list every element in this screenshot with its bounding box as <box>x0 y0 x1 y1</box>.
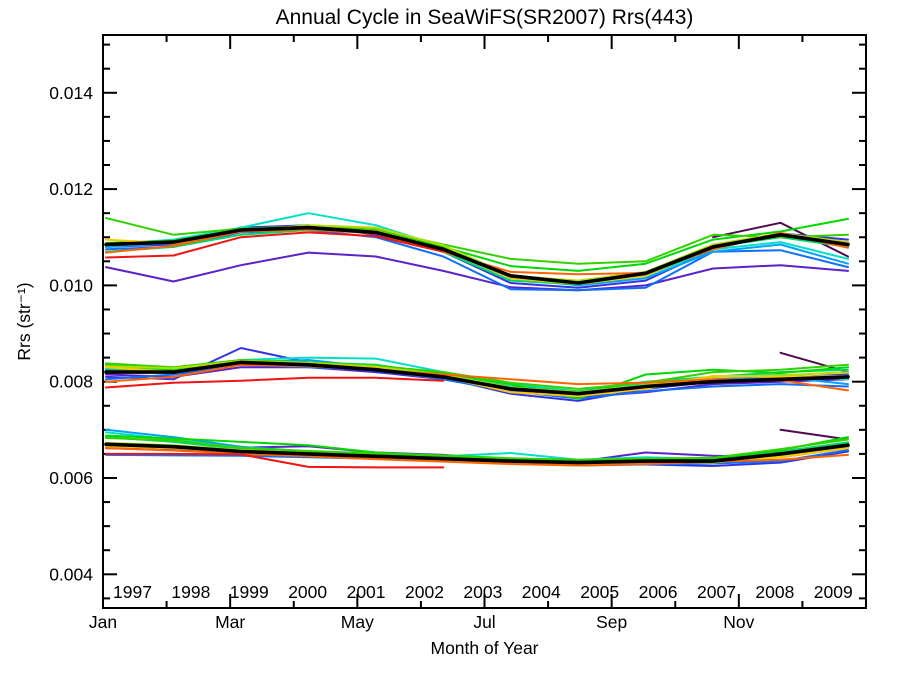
series-line-2005-lower <box>105 437 849 461</box>
x-tick-label: Nov <box>723 612 754 632</box>
series-line-2009-lower <box>105 452 445 469</box>
legend-year-2001: 2001 <box>347 582 386 602</box>
legend-year-2002: 2002 <box>405 582 444 602</box>
plot-frame <box>102 34 867 609</box>
series-line-1998-upper <box>105 251 849 292</box>
y-tick-label: 0.004 <box>49 564 93 584</box>
x-tick-label: Jul <box>473 612 495 632</box>
legend-year-2008: 2008 <box>755 582 794 602</box>
y-axis-label: Rrs (str⁻¹) <box>14 282 34 360</box>
chart-title: Annual Cycle in SeaWiFS(SR2007) Rrs(443) <box>276 6 694 29</box>
y-tick-label: 0.014 <box>49 83 93 103</box>
x-tick-label: Sep <box>596 612 627 632</box>
y-tick-label: 0.006 <box>49 468 93 488</box>
legend-year-1997: 1997 <box>113 582 152 602</box>
legend-year-2004: 2004 <box>522 582 561 602</box>
x-tick-label: Jan <box>89 612 117 632</box>
legend-year-2006: 2006 <box>639 582 678 602</box>
mean-line-upper <box>104 225 850 285</box>
mean-line-lower <box>104 442 850 465</box>
y-tick-label: 0.012 <box>49 179 93 199</box>
y-tick-label: 0.010 <box>49 275 93 295</box>
legend-year-2003: 2003 <box>463 582 502 602</box>
mean-line-middle <box>104 360 850 396</box>
series-line-1997-lower <box>779 428 849 441</box>
legend-year-2005: 2005 <box>580 582 619 602</box>
series-line-1997-upper <box>712 221 849 258</box>
series-line-2009-upper <box>105 231 445 259</box>
legend-year-2009: 2009 <box>814 582 853 602</box>
legend-year-1998: 1998 <box>171 582 210 602</box>
legend-year-1999: 1999 <box>230 582 269 602</box>
y-tick-label: 0.008 <box>49 372 93 392</box>
x-tick-label: Mar <box>215 612 245 632</box>
legend-year-2007: 2007 <box>697 582 736 602</box>
series-line-2005-upper <box>105 217 849 265</box>
series-line-2008-middle <box>105 363 849 392</box>
x-tick-label: May <box>341 612 374 632</box>
x-axis-label: Month of Year <box>431 638 539 658</box>
legend-year-2000: 2000 <box>288 582 327 602</box>
series-line-2009-middle <box>105 376 445 389</box>
